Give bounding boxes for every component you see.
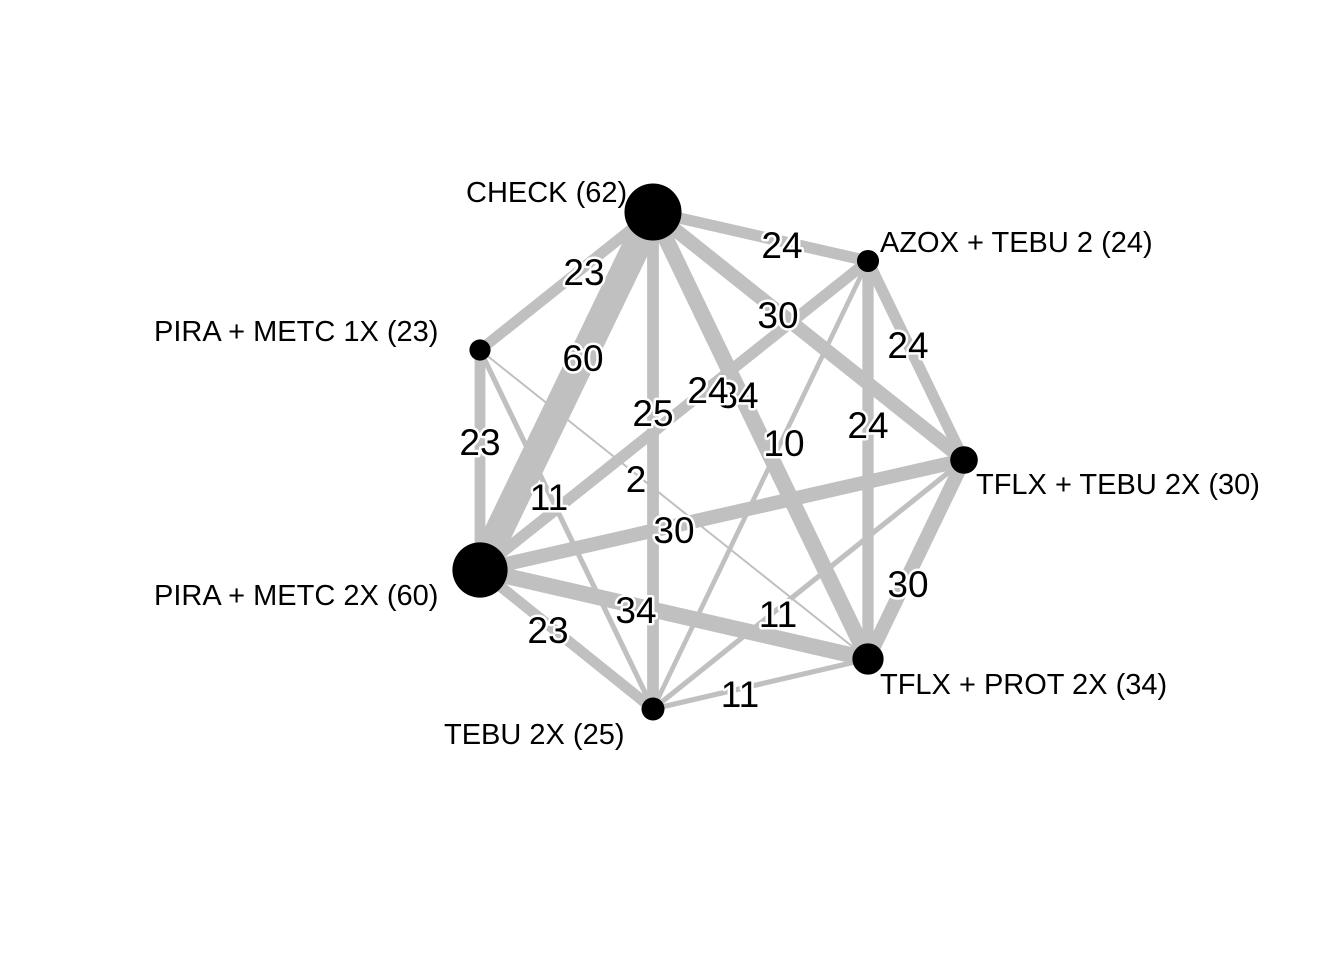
node-azox_tebu2 (856, 249, 880, 273)
edge-label-tflx_prot2x-tebu2x: 11 (721, 674, 759, 715)
edge-label-tflx_prot2x-pira_metc2x: 34 (615, 590, 656, 631)
edge-label-check-tflx_prot2x: 34 (717, 375, 758, 416)
edge-pira_metc1x-tflx_prot2x (479, 349, 869, 660)
edge-label-tflx_tebu2x-pira_metc2x: 30 (653, 510, 694, 551)
edge-labels-layer: 24 30 34 25 60 23 24 24 24 10 30 30 11 34 11 23 23 11 2 (457, 223, 931, 718)
edge-tflx_tebu2x-pira_metc2x (478, 453, 966, 577)
edge-label-pira_metc1x-tflx_prot2x: 2 (626, 459, 647, 500)
edges-layer (467, 205, 971, 714)
edge-azox_tebu2-tebu2x (650, 259, 871, 711)
node-check (624, 183, 682, 241)
edge-label-check-pira_metc2x: 60 (562, 338, 603, 379)
edge-label-check-tebu2x: 25 (632, 393, 673, 434)
edge-azox_tebu2-pira_metc2x (476, 256, 872, 575)
node-label-tflx_tebu2x: TFLX + TEBU 2X (30) (976, 469, 1260, 501)
node-tflx_tebu2x (950, 446, 978, 474)
edge-check-pira_metc2x (467, 205, 666, 577)
edge-label-azox_tebu2-tflx_tebu2x: 24 (887, 325, 928, 366)
edge-label-pira_metc1x-tebu2x: 11 (530, 477, 568, 518)
edge-label-tflx_tebu2x-tflx_prot2x: 30 (887, 564, 928, 605)
node-label-pira_metc2x: PIRA + METC 2X (60) (154, 580, 438, 612)
edge-tflx_prot2x-tebu2x (652, 656, 869, 712)
edge-label-pira_metc1x-pira_metc2x: 23 (459, 422, 500, 463)
node-pira_metc1x (469, 339, 491, 361)
edge-pira_metc1x-tebu2x (477, 348, 656, 711)
edge-tebu2x-pira_metc2x (476, 565, 657, 714)
edge-check-pira_metc1x (476, 207, 657, 355)
edge-check-tflx_prot2x (645, 208, 876, 663)
node-label-tebu2x: TEBU 2X (25) (444, 719, 625, 751)
edge-tflx_prot2x-pira_metc2x (478, 562, 870, 667)
edge-label-check-azox_tebu2: 24 (761, 225, 802, 266)
node-label-pira_metc1x: PIRA + METC 1X (23) (154, 316, 438, 348)
edge-label-tflx_tebu2x-tebu2x: 11 (759, 594, 797, 635)
edge-label-azox_tebu2-tflx_prot2x: 24 (847, 405, 888, 446)
node-labels-layer: CHECK (62) AZOX + TEBU 2 (24) TFLX + TEBU … (154, 177, 1260, 751)
node-label-check: CHECK (62) (466, 177, 627, 209)
edge-label-check-tflx_tebu2x: 30 (757, 295, 798, 336)
edge-azox_tebu2-tflx_tebu2x (862, 258, 970, 463)
nodes-layer (452, 183, 978, 721)
edge-label-check-pira_metc1x: 23 (563, 252, 604, 293)
node-tflx_prot2x (852, 643, 884, 675)
node-tebu2x (641, 697, 665, 721)
edge-label-azox_tebu2-tebu2x: 10 (763, 423, 804, 464)
edge-check-tflx_tebu2x (648, 206, 969, 466)
edge-label-azox_tebu2-pira_metc2x: 24 (687, 370, 728, 411)
edge-tflx_tebu2x-tebu2x (651, 457, 966, 712)
node-pira_metc2x (452, 542, 508, 598)
node-label-azox_tebu2: AZOX + TEBU 2 (24) (880, 227, 1153, 259)
edge-label-tebu2x-pira_metc2x: 23 (527, 610, 568, 651)
node-label-tflx_prot2x: TFLX + PROT 2X (34) (880, 669, 1167, 701)
edge-tflx_tebu2x-tflx_prot2x (861, 456, 971, 663)
edge-check-azox_tebu2 (651, 206, 870, 267)
